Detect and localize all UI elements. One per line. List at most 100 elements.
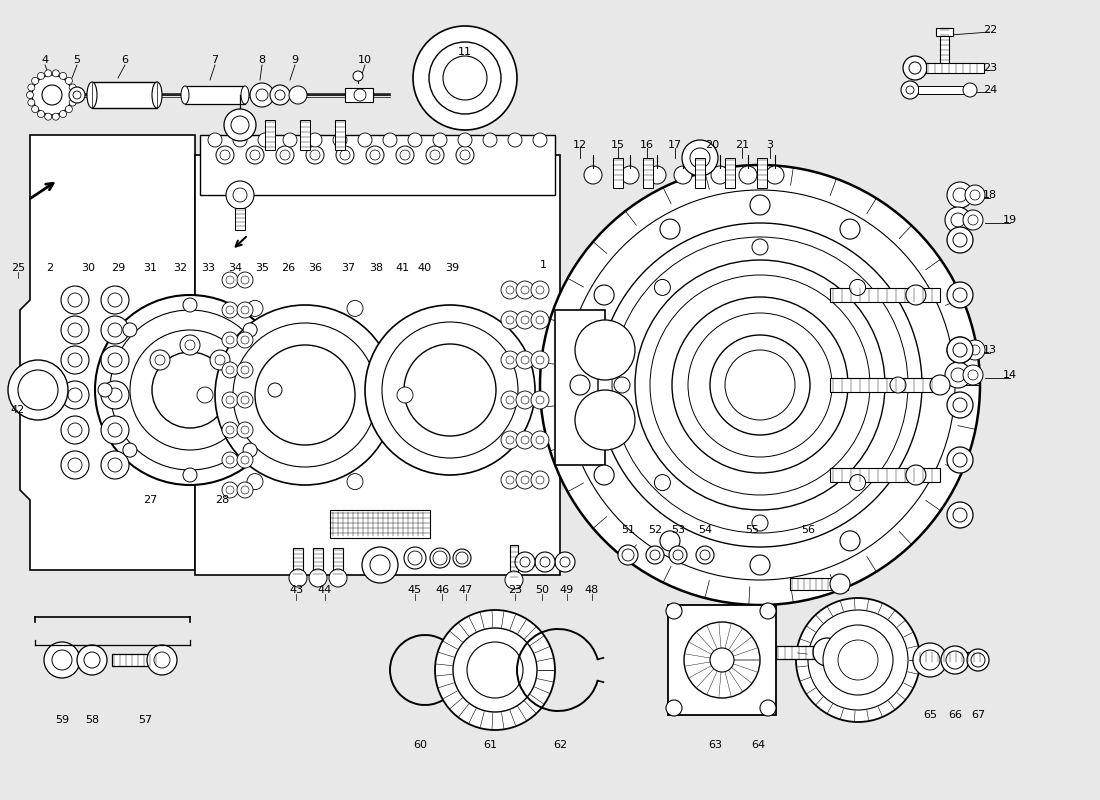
- Text: eurospares: eurospares: [286, 339, 814, 421]
- Circle shape: [540, 557, 550, 567]
- Text: 64: 64: [751, 740, 766, 750]
- Circle shape: [52, 650, 72, 670]
- Circle shape: [400, 150, 410, 160]
- Text: 55: 55: [745, 525, 759, 535]
- Circle shape: [147, 645, 177, 675]
- Circle shape: [849, 279, 866, 295]
- Text: 29: 29: [111, 263, 125, 273]
- Bar: [918, 86, 966, 94]
- Text: eurospares: eurospares: [286, 410, 814, 490]
- Bar: [293, 548, 303, 578]
- Circle shape: [123, 443, 136, 457]
- Text: 58: 58: [85, 715, 99, 725]
- Circle shape: [183, 298, 197, 312]
- Circle shape: [222, 452, 238, 468]
- Circle shape: [45, 113, 52, 120]
- Circle shape: [241, 426, 249, 434]
- Circle shape: [8, 360, 68, 420]
- Circle shape: [152, 352, 228, 428]
- Circle shape: [952, 213, 965, 227]
- Circle shape: [968, 215, 978, 225]
- Circle shape: [456, 552, 468, 564]
- Circle shape: [329, 569, 346, 587]
- Circle shape: [890, 377, 906, 393]
- Circle shape: [68, 423, 82, 437]
- Circle shape: [101, 346, 129, 374]
- Circle shape: [222, 422, 238, 438]
- Circle shape: [289, 86, 307, 104]
- Circle shape: [536, 356, 544, 364]
- Circle shape: [673, 550, 683, 560]
- Circle shape: [813, 638, 842, 666]
- Circle shape: [458, 133, 472, 147]
- Circle shape: [108, 388, 122, 402]
- Circle shape: [666, 603, 682, 619]
- Circle shape: [53, 70, 59, 77]
- Circle shape: [909, 62, 921, 74]
- Circle shape: [70, 91, 77, 98]
- Circle shape: [101, 451, 129, 479]
- Circle shape: [222, 362, 238, 378]
- Circle shape: [500, 311, 519, 329]
- Circle shape: [516, 471, 534, 489]
- Text: 14: 14: [1003, 370, 1018, 380]
- Bar: [776, 646, 834, 659]
- Circle shape: [516, 351, 534, 369]
- Circle shape: [967, 649, 989, 671]
- Circle shape: [947, 182, 974, 208]
- Circle shape: [45, 70, 52, 77]
- Circle shape: [108, 293, 122, 307]
- Bar: [336, 120, 345, 150]
- Circle shape: [283, 133, 297, 147]
- Circle shape: [660, 531, 680, 551]
- Circle shape: [739, 166, 757, 184]
- Text: 11: 11: [458, 47, 472, 57]
- Circle shape: [220, 150, 230, 160]
- Bar: [300, 120, 310, 150]
- Bar: [556, 310, 605, 465]
- Text: 24: 24: [983, 85, 997, 95]
- Circle shape: [760, 700, 775, 716]
- Circle shape: [430, 150, 440, 160]
- Circle shape: [696, 546, 714, 564]
- Circle shape: [197, 387, 213, 403]
- Circle shape: [433, 551, 447, 565]
- Circle shape: [101, 286, 129, 314]
- Circle shape: [700, 550, 710, 560]
- Circle shape: [584, 166, 602, 184]
- Circle shape: [508, 133, 522, 147]
- Circle shape: [77, 645, 107, 675]
- Text: 32: 32: [173, 263, 187, 273]
- Text: 17: 17: [668, 140, 682, 150]
- Circle shape: [226, 366, 234, 374]
- Circle shape: [953, 398, 967, 412]
- Circle shape: [823, 625, 893, 695]
- Circle shape: [108, 323, 122, 337]
- Circle shape: [310, 150, 320, 160]
- Circle shape: [516, 391, 534, 409]
- Circle shape: [945, 362, 971, 388]
- Circle shape: [60, 416, 89, 444]
- Circle shape: [840, 219, 860, 239]
- Circle shape: [243, 323, 257, 337]
- Circle shape: [556, 552, 575, 572]
- Circle shape: [241, 486, 249, 494]
- Circle shape: [68, 353, 82, 367]
- Circle shape: [155, 355, 165, 365]
- Circle shape: [397, 387, 412, 403]
- Circle shape: [646, 546, 664, 564]
- Bar: [830, 288, 940, 302]
- Circle shape: [536, 316, 544, 324]
- Circle shape: [965, 340, 985, 360]
- Circle shape: [531, 391, 549, 409]
- Text: 16: 16: [640, 140, 654, 150]
- Circle shape: [69, 87, 85, 103]
- Circle shape: [370, 555, 390, 575]
- Circle shape: [358, 133, 372, 147]
- Circle shape: [500, 391, 519, 409]
- Circle shape: [650, 550, 660, 560]
- Text: 39: 39: [444, 263, 459, 273]
- Circle shape: [69, 84, 76, 91]
- Circle shape: [241, 276, 249, 284]
- Circle shape: [250, 150, 260, 160]
